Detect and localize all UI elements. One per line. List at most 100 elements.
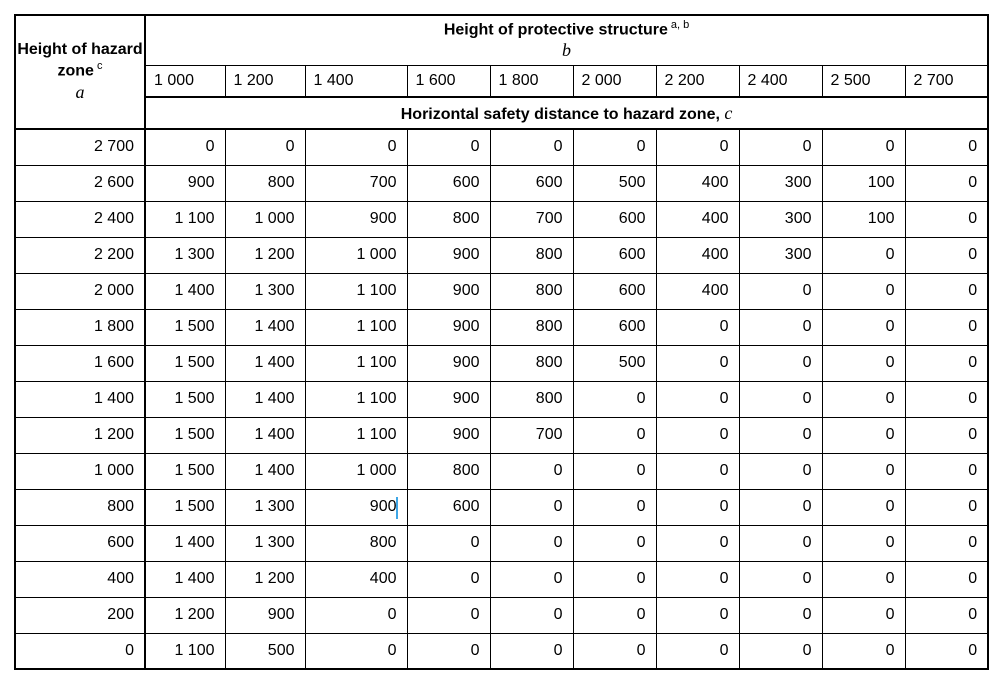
cell: 0 (822, 129, 905, 165)
col-head: 1 800 (490, 65, 573, 97)
cell: 0 (905, 381, 988, 417)
cell: 800 (490, 237, 573, 273)
row-head: 600 (15, 525, 145, 561)
cell: 0 (822, 597, 905, 633)
table-row: 1 2001 5001 4001 10090070000000 (15, 417, 988, 453)
cell: 400 (656, 165, 739, 201)
cell: 1 100 (305, 345, 407, 381)
cell: 0 (905, 201, 988, 237)
cell: 1 000 (225, 201, 305, 237)
cell: 600 (407, 165, 490, 201)
cell: 900 (305, 201, 407, 237)
table-row: 2 7000000000000 (15, 129, 988, 165)
row-head: 0 (15, 633, 145, 669)
row-head: 1 400 (15, 381, 145, 417)
cell: 700 (305, 165, 407, 201)
cell: 0 (490, 525, 573, 561)
safety-distance-table: Height of hazard zone c a Height of prot… (14, 14, 989, 670)
cell: 0 (573, 381, 656, 417)
cell: 600 (490, 165, 573, 201)
cell: 0 (656, 489, 739, 525)
cell: 0 (305, 597, 407, 633)
cell: 0 (905, 129, 988, 165)
main-sup: a, b (668, 19, 689, 31)
table-row: 2 4001 1001 0009008007006004003001000 (15, 201, 988, 237)
cell: 0 (573, 453, 656, 489)
cell: 900 (305, 489, 407, 525)
cell: 0 (573, 597, 656, 633)
cell: 1 500 (145, 453, 225, 489)
cell: 0 (905, 345, 988, 381)
cell: 0 (490, 489, 573, 525)
cell: 0 (905, 417, 988, 453)
cell: 1 000 (305, 453, 407, 489)
cell: 800 (490, 309, 573, 345)
cell: 900 (407, 309, 490, 345)
row-col-label: Height of hazard zone (17, 41, 142, 79)
cell: 0 (490, 633, 573, 669)
table-row: 2001 20090000000000 (15, 597, 988, 633)
cell: 1 500 (145, 345, 225, 381)
cell: 900 (145, 165, 225, 201)
cell: 800 (490, 381, 573, 417)
cell: 600 (573, 309, 656, 345)
cell: 0 (822, 309, 905, 345)
row-head: 800 (15, 489, 145, 525)
cell: 0 (225, 129, 305, 165)
cell: 0 (905, 489, 988, 525)
row-head: 2 400 (15, 201, 145, 237)
cell: 1 100 (145, 201, 225, 237)
cell: 0 (905, 273, 988, 309)
cell: 0 (905, 597, 988, 633)
table-row: 1 8001 5001 4001 1009008006000000 (15, 309, 988, 345)
cell: 1 500 (145, 489, 225, 525)
cell: 0 (822, 417, 905, 453)
cell: 0 (822, 273, 905, 309)
cell: 1 400 (225, 417, 305, 453)
cell: 0 (739, 129, 822, 165)
cell: 0 (739, 633, 822, 669)
table-head: Height of hazard zone c a Height of prot… (15, 15, 988, 129)
cell: 400 (656, 237, 739, 273)
cell: 0 (739, 309, 822, 345)
cell: 1 500 (145, 381, 225, 417)
cell: 1 300 (145, 237, 225, 273)
cell: 0 (145, 129, 225, 165)
cell: 400 (656, 201, 739, 237)
text-caret (396, 497, 398, 519)
cell: 0 (905, 165, 988, 201)
cell: 0 (407, 597, 490, 633)
cell: 1 400 (145, 561, 225, 597)
cell: 800 (305, 525, 407, 561)
cell: 0 (822, 381, 905, 417)
cell: 0 (822, 345, 905, 381)
cell: 300 (739, 201, 822, 237)
cell: 0 (407, 129, 490, 165)
cell: 0 (822, 453, 905, 489)
cell: 0 (490, 453, 573, 489)
cell: 1 100 (145, 633, 225, 669)
row-col-sup: c (94, 60, 103, 72)
cell: 400 (305, 561, 407, 597)
cell: 1 200 (225, 237, 305, 273)
cell: 600 (573, 237, 656, 273)
cell: 900 (407, 345, 490, 381)
row-head: 1 800 (15, 309, 145, 345)
row-head: 2 000 (15, 273, 145, 309)
cell: 0 (656, 561, 739, 597)
cell: 900 (225, 597, 305, 633)
cell: 1 400 (225, 309, 305, 345)
col-head: 2 700 (905, 65, 988, 97)
cell: 0 (905, 633, 988, 669)
cell: 500 (573, 165, 656, 201)
cell: 600 (573, 201, 656, 237)
cell: 0 (739, 489, 822, 525)
cell: 0 (739, 345, 822, 381)
cell: 0 (822, 561, 905, 597)
cell: 1 100 (305, 381, 407, 417)
col-head: 2 500 (822, 65, 905, 97)
cell: 1 500 (145, 417, 225, 453)
cell: 1 400 (225, 453, 305, 489)
col-head: 1 400 (305, 65, 407, 97)
cell: 1 100 (305, 309, 407, 345)
